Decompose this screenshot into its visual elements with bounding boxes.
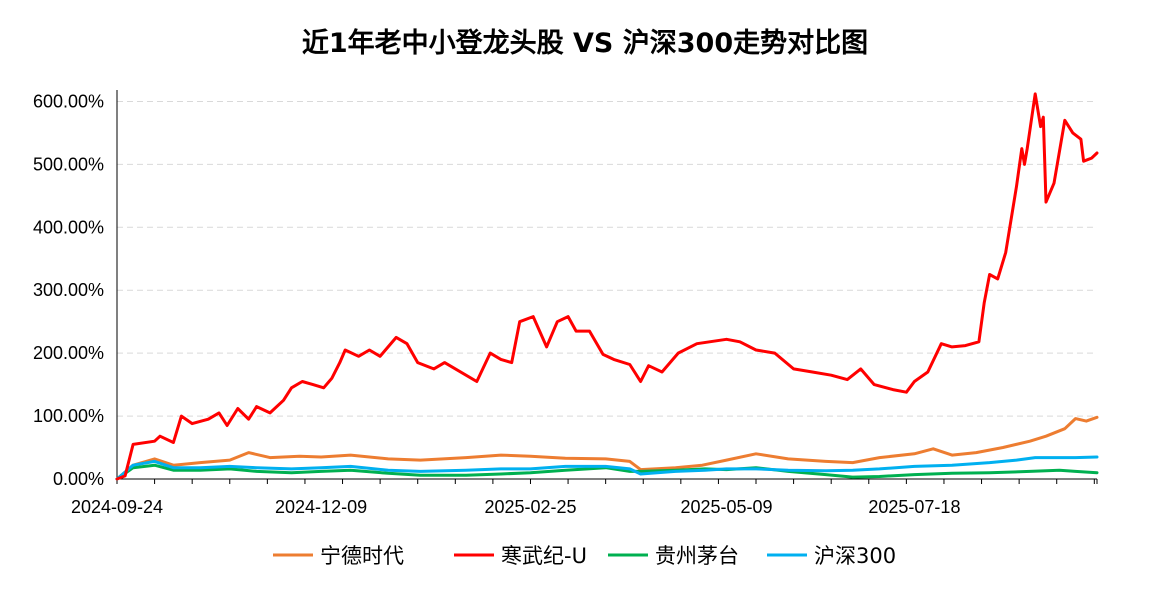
- series-line-3: [115, 463, 1099, 481]
- legend-item: 寒武纪-U: [454, 544, 587, 568]
- legend-item: 沪深300: [767, 544, 896, 568]
- y-tick-label: 600.00%: [33, 91, 104, 111]
- legend-label: 沪深300: [814, 544, 896, 568]
- legend-label: 宁德时代: [320, 544, 404, 568]
- series-line-4: [115, 455, 1099, 481]
- legend: 宁德时代 寒武纪-U 贵州茅台 沪深300: [273, 544, 896, 568]
- x-axis-ticks: 2024-09-24 2024-12-09 2025-02-25 2025-05-09…: [71, 497, 961, 517]
- x-tick-label: 2025-07-18: [868, 497, 960, 517]
- x-tick-label: 2024-09-24: [71, 497, 163, 517]
- gridlines: [117, 100, 1097, 417]
- y-tick-label: 200.00%: [33, 343, 104, 363]
- x-tick-label: 2025-05-09: [680, 497, 772, 517]
- series-lines: [115, 92, 1099, 481]
- y-tick-label: 0.00%: [53, 469, 104, 489]
- legend-item: 宁德时代: [273, 544, 404, 568]
- axes: [116, 90, 1098, 484]
- y-tick-label: 500.00%: [33, 154, 104, 174]
- x-tick-label: 2024-12-09: [275, 497, 367, 517]
- legend-item: 贵州茅台: [608, 544, 739, 568]
- legend-label: 寒武纪-U: [501, 544, 587, 568]
- y-tick-label: 100.00%: [33, 406, 104, 426]
- x-tick-label: 2025-02-25: [484, 497, 576, 517]
- y-tick-label: 300.00%: [33, 280, 104, 300]
- y-tick-label: 400.00%: [33, 217, 104, 237]
- series-line-1: [115, 415, 1099, 481]
- chart-title: 近1年老中小登龙头股 VS 沪深300走势对比图: [302, 27, 868, 59]
- legend-label: 贵州茅台: [655, 544, 739, 568]
- series-line-2: [115, 92, 1099, 481]
- y-axis-ticks: 0.00% 100.00% 200.00% 300.00% 400.00% 500.00%…: [33, 91, 104, 489]
